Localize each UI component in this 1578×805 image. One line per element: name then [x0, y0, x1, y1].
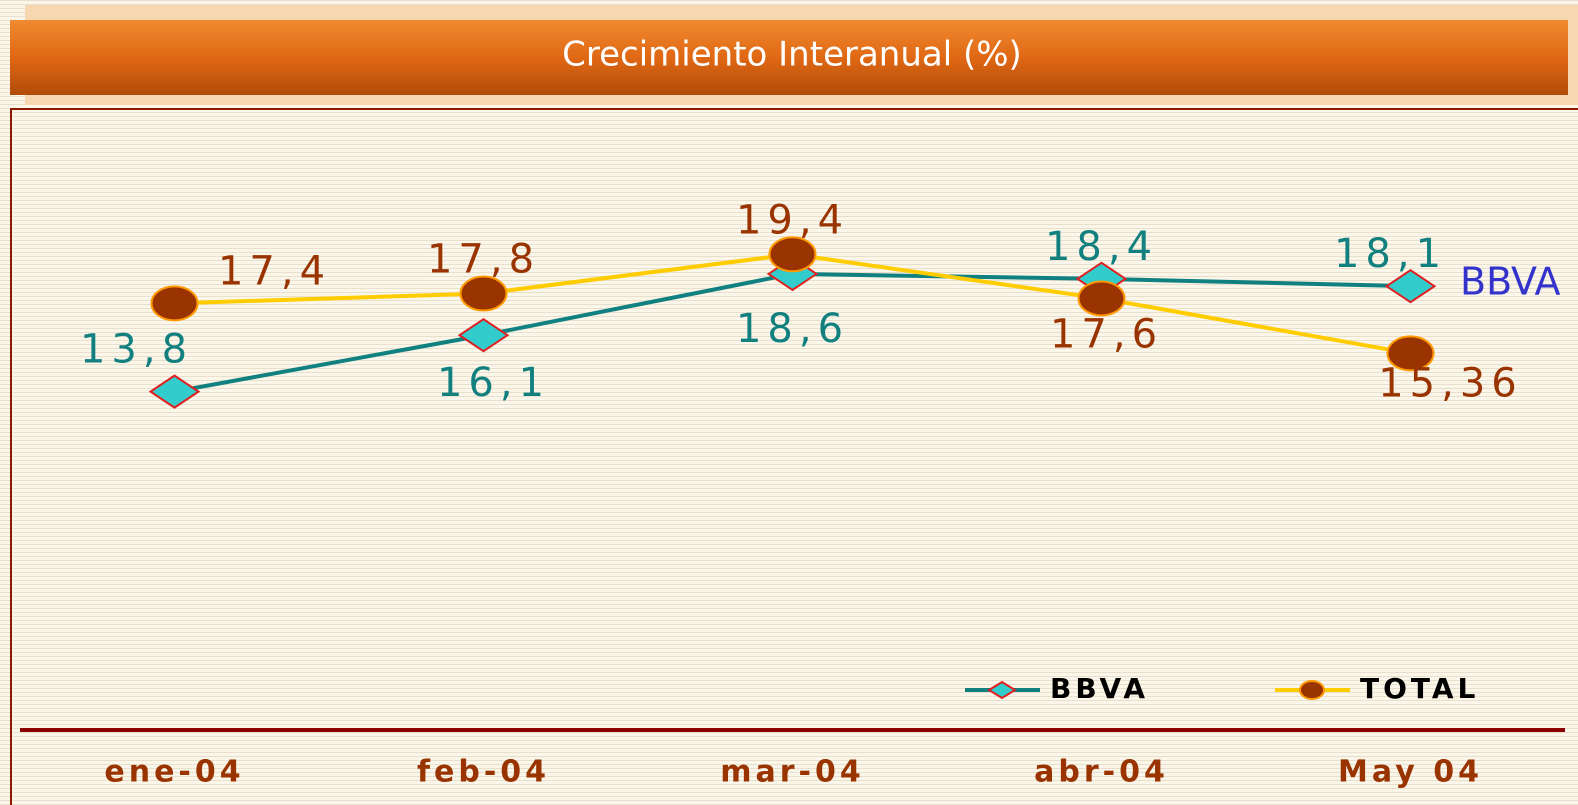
- data-label: 13,8: [80, 327, 193, 373]
- x-tick-label: abr-04: [1034, 755, 1169, 790]
- data-label: 15,36: [1378, 360, 1523, 406]
- x-tick-label: May 04: [1338, 755, 1483, 790]
- data-label: 16,1: [437, 360, 550, 406]
- legend-marker: [987, 680, 1017, 700]
- marker: [768, 236, 817, 273]
- marker: [150, 285, 199, 322]
- marker: [1386, 335, 1435, 372]
- data-label: 17,6: [1050, 311, 1163, 357]
- marker: [457, 318, 510, 353]
- data-label: 17,8: [427, 237, 540, 283]
- plot-frame: [10, 108, 1578, 805]
- marker: [1384, 268, 1437, 304]
- legend-marker: [1299, 680, 1325, 700]
- chart-title: Crecimiento Interanual (%): [562, 35, 1022, 75]
- legend-label: BBVA: [1050, 672, 1149, 705]
- x-tick-label: ene-04: [104, 755, 244, 790]
- legend-label: TOTAL: [1360, 672, 1479, 705]
- marker: [1077, 280, 1126, 317]
- x-tick-label: feb-04: [417, 755, 550, 790]
- annotation: BBVA: [1460, 260, 1561, 304]
- data-label: 17,4: [218, 248, 331, 294]
- data-label: 19,4: [736, 197, 849, 243]
- data-label: 18,6: [736, 306, 849, 352]
- data-label: 18,1: [1334, 231, 1447, 277]
- data-label: 18,4: [1045, 224, 1158, 270]
- marker: [148, 374, 201, 409]
- x-tick-label: mar-04: [720, 755, 865, 790]
- marker: [459, 275, 508, 312]
- title-bar: [10, 20, 1568, 95]
